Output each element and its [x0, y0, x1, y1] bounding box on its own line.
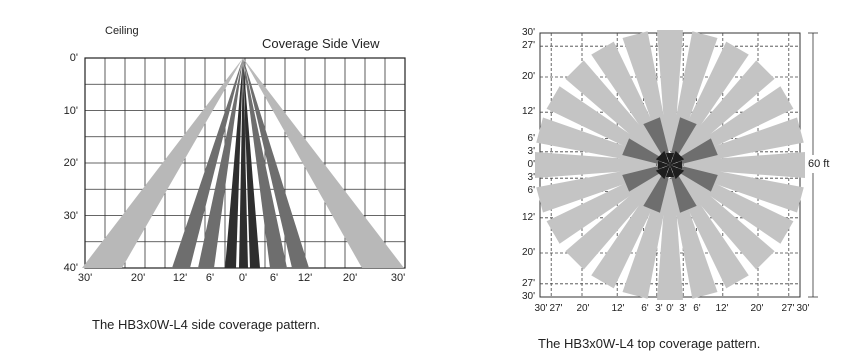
top-beam-mid: [676, 165, 718, 192]
top-y-tick: 3': [527, 145, 535, 157]
side-x-tick: 0': [238, 272, 248, 284]
side-beam: [198, 58, 243, 268]
top-x-tick: 12': [715, 303, 729, 314]
top-x-tick: 20': [750, 303, 764, 314]
top-x-tick: 20': [576, 303, 590, 314]
top-x-tick: 3': [679, 303, 687, 314]
side-y-tick: 30': [63, 209, 78, 222]
top-beam-dark: [670, 165, 685, 180]
top-x-tick: 27': [781, 303, 795, 314]
top-beam-dark: [655, 150, 670, 165]
side-view-title: Coverage Side View: [262, 36, 380, 51]
top-y-tick: 6': [527, 185, 535, 197]
side-beams: [82, 58, 404, 268]
side-caption: The HB3x0W-L4 side coverage pattern.: [92, 317, 321, 332]
top-x-tick: 27': [549, 303, 563, 314]
top-y-tick: 30': [521, 27, 535, 38]
top-beam-mid: [643, 117, 670, 159]
top-x-tick: 3': [655, 303, 663, 314]
top-beam-light: [684, 152, 805, 178]
top-dimension-line: [805, 32, 821, 298]
side-beam: [239, 58, 248, 268]
top-beam-mid: [622, 165, 664, 192]
top-x-tick: 0': [666, 303, 674, 314]
top-beam-dark: [670, 150, 685, 165]
top-x-tick: 30': [534, 303, 548, 314]
top-x-tick: 12': [611, 303, 625, 314]
top-beam-dark: [658, 161, 670, 169]
dimension-label-bg: [805, 155, 821, 173]
top-y-tick: 20': [521, 247, 535, 258]
top-y-tick: 6': [527, 132, 535, 144]
side-y-tick: 20': [63, 157, 78, 169]
top-y-tick: 12': [521, 106, 535, 118]
top-beam-light: [677, 172, 775, 270]
top-x-tick: 30': [796, 303, 810, 314]
side-beam: [225, 58, 243, 268]
top-x-tick: 6': [693, 303, 701, 314]
dimension-label: 60 ft: [808, 158, 830, 170]
top-caption: The HB3x0W-L4 top coverage pattern.: [538, 336, 761, 351]
top-beam-light: [565, 60, 663, 158]
top-beam-dark: [670, 161, 682, 169]
top-beam-light: [657, 30, 683, 151]
side-beam: [243, 58, 309, 268]
top-y-tick: 27': [521, 40, 535, 52]
top-y-tick: 27': [521, 277, 535, 289]
top-beams: [535, 30, 805, 300]
side-beam: [243, 58, 287, 268]
side-y-tick: 10': [63, 104, 78, 117]
side-x-tick: 20': [342, 272, 358, 284]
top-beam-dark: [655, 165, 670, 180]
side-x-tick: 6': [205, 272, 215, 284]
side-y-tick: 40': [63, 262, 78, 274]
top-y-tick: 3': [527, 172, 535, 184]
side-beam: [243, 58, 260, 268]
top-x-tick: 6': [641, 303, 649, 314]
top-beam-mid: [676, 138, 718, 165]
top-y-tick: 30': [521, 291, 535, 302]
top-beam-mid: [622, 138, 664, 165]
side-beam: [82, 58, 243, 268]
side-y-tick: 0': [69, 52, 78, 64]
side-x-tick: 20': [130, 272, 146, 284]
side-x-tick: 12': [172, 272, 188, 284]
top-beam-dark: [666, 153, 674, 165]
top-y-tick: 20': [521, 71, 535, 82]
side-x-tick: 30': [390, 272, 406, 284]
top-beam-mid: [643, 171, 670, 213]
side-beam: [100, 58, 243, 268]
side-x-tick: 30': [77, 272, 93, 284]
top-beam-light: [535, 152, 656, 178]
top-beam-light: [677, 60, 775, 158]
top-beam-light: [565, 172, 663, 270]
top-beam-mid: [670, 171, 697, 213]
top-beam-mid: [670, 117, 697, 159]
side-x-tick: 12': [297, 272, 313, 284]
side-x-tick: 6': [269, 272, 279, 284]
top-y-tick: 0': [527, 159, 535, 170]
top-beam-dark: [666, 165, 674, 177]
ceiling-label: Ceiling: [105, 25, 139, 37]
side-beam: [172, 58, 243, 268]
top-beam-light: [657, 179, 683, 300]
top-y-tick: 12': [521, 211, 535, 223]
side-beam: [243, 58, 404, 268]
